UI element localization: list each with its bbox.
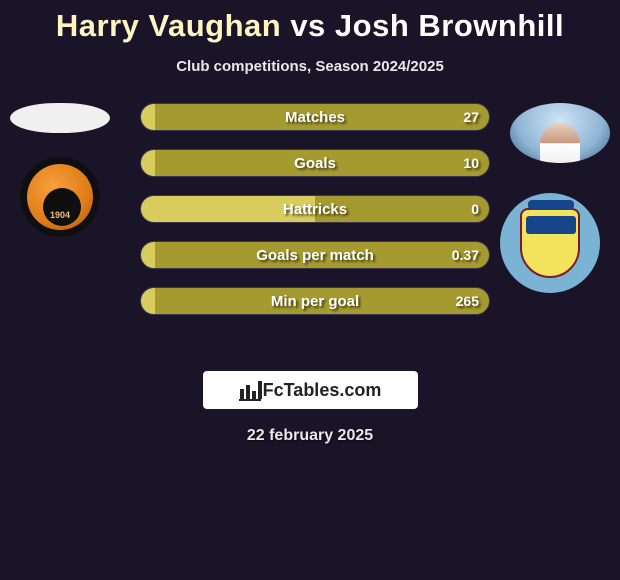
player1-name: Harry Vaughan bbox=[56, 8, 281, 43]
stat-bar: Matches27 bbox=[140, 103, 490, 131]
stat-value-right: 265 bbox=[456, 288, 479, 314]
stat-bar: Hattricks0 bbox=[140, 195, 490, 223]
stat-bar: Min per goal265 bbox=[140, 287, 490, 315]
chart-icon bbox=[239, 379, 261, 401]
stat-bars: Matches27 Goals10 Hattricks0 Goals per matc… bbox=[140, 103, 490, 333]
page-title: Harry Vaughan vs Josh Brownhill bbox=[0, 0, 620, 44]
stat-label: Goals bbox=[141, 150, 489, 176]
player2-name: Josh Brownhill bbox=[335, 8, 564, 43]
player2-club-crest bbox=[500, 193, 600, 293]
stat-value-right: 0 bbox=[471, 196, 479, 222]
stat-value-right: 10 bbox=[463, 150, 479, 176]
stat-value-right: 27 bbox=[463, 104, 479, 130]
player1-avatar bbox=[10, 103, 110, 133]
brand-badge: FcTables.com bbox=[203, 371, 418, 409]
stat-bar: Goals per match0.37 bbox=[140, 241, 490, 269]
date-label: 22 february 2025 bbox=[0, 427, 620, 445]
stat-value-right: 0.37 bbox=[452, 242, 479, 268]
stat-label: Goals per match bbox=[141, 242, 489, 268]
player1-club-crest: 1904 bbox=[20, 157, 100, 237]
hull-tiger-icon: 1904 bbox=[27, 164, 93, 230]
crest-year: 1904 bbox=[27, 210, 93, 220]
vs-label: vs bbox=[290, 8, 325, 43]
brand-text: FcTables.com bbox=[263, 380, 382, 401]
stat-label: Matches bbox=[141, 104, 489, 130]
stat-label: Hattricks bbox=[141, 196, 489, 222]
stat-label: Min per goal bbox=[141, 288, 489, 314]
player2-avatar bbox=[510, 103, 610, 163]
burnley-shield-icon bbox=[520, 208, 580, 278]
comparison-panel: 1904 Matches27 Goals10 Hattricks0 Goals per… bbox=[0, 103, 620, 353]
subtitle: Club competitions, Season 2024/2025 bbox=[0, 58, 620, 75]
stat-bar: Goals10 bbox=[140, 149, 490, 177]
